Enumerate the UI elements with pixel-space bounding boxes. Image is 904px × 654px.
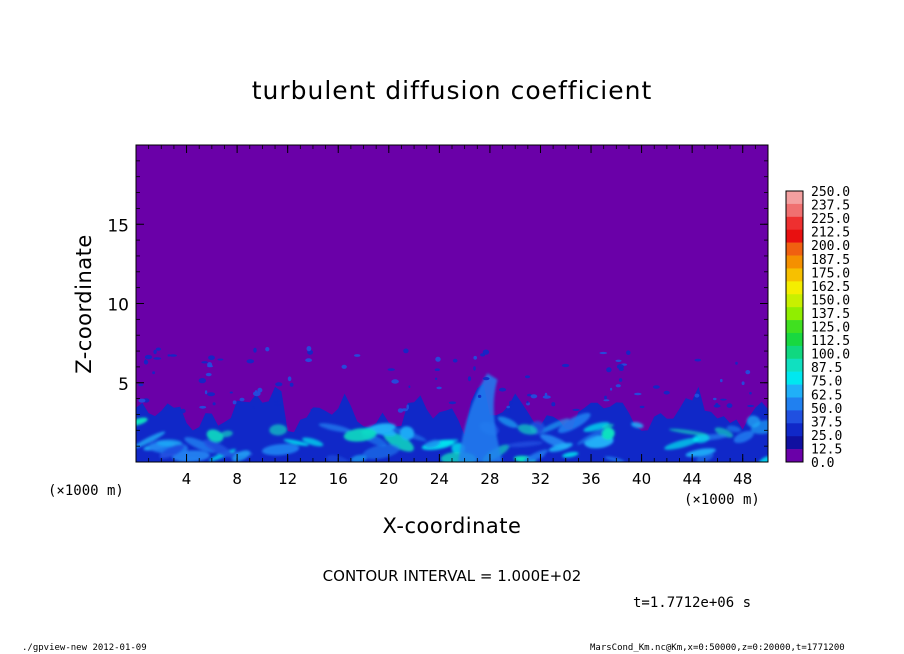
colorbar-swatch xyxy=(786,307,803,321)
heatmap-field xyxy=(136,145,768,462)
colorbar-label: 25.0 xyxy=(811,429,842,444)
y-axis-ticks: 5 10 15 xyxy=(107,160,768,447)
time-label: t=1.7712e+06 s xyxy=(633,595,752,611)
colorbar-swatch xyxy=(786,397,803,411)
colorbar-swatch xyxy=(786,216,803,231)
colorbar-label: 250.0 xyxy=(811,185,850,200)
x-tick-label: 24 xyxy=(430,470,449,488)
colorbar-swatch xyxy=(786,423,803,437)
colorbar-swatch xyxy=(786,358,803,372)
colorbar-swatch xyxy=(786,203,803,218)
colorbar-label: 100.0 xyxy=(811,348,850,363)
x-tick-label: 36 xyxy=(581,470,600,488)
colorbar-label: 87.5 xyxy=(811,361,842,376)
colorbar-label: 187.5 xyxy=(811,253,850,268)
colorbar-swatch xyxy=(786,449,803,463)
colorbar-label: 125.0 xyxy=(811,321,850,336)
footer-right: MarsCond_Km.nc@Km,x=0:50000,z=0:20000,t=… xyxy=(590,643,845,653)
x-tick-label: 40 xyxy=(632,470,651,488)
x-tick-label: 32 xyxy=(531,470,550,488)
x-tick-label: 48 xyxy=(733,470,752,488)
x-axis-label: X-coordinate xyxy=(382,514,522,538)
colorbar-label: 150.0 xyxy=(811,293,850,308)
colorbar-swatch xyxy=(786,229,803,243)
colorbar-swatch xyxy=(786,332,803,347)
colorbar-swatch xyxy=(786,345,803,360)
colorbar-label: 37.5 xyxy=(811,415,842,430)
x-tick-label: 12 xyxy=(278,470,297,488)
colorbar-label: 162.5 xyxy=(811,280,850,295)
colorbar-label: 0.0 xyxy=(811,456,834,471)
x-axis-ticks: 4 8 12 16 20 24 28 32 36 40 44 48 xyxy=(148,145,756,488)
y-tick-label: 10 xyxy=(107,296,129,316)
y-tick-label: 5 xyxy=(118,375,129,395)
colorbar-swatch xyxy=(786,410,803,424)
plume xyxy=(458,373,503,462)
colorbar-label: 112.5 xyxy=(811,334,850,349)
x-tick-label: 44 xyxy=(683,470,702,488)
colorbar-label: 12.5 xyxy=(811,442,842,457)
x-tick-label: 20 xyxy=(379,470,398,488)
colorbar-label: 75.0 xyxy=(811,375,842,390)
footer-left: ./gpview-new 2012-01-09 xyxy=(22,643,147,653)
colorbar-label: 137.5 xyxy=(811,307,850,322)
colorbar-swatch xyxy=(786,371,803,385)
contour-interval-label: CONTOUR INTERVAL = 1.000E+02 xyxy=(322,567,582,585)
colorbar-swatch xyxy=(786,255,803,269)
y-tick-label: 15 xyxy=(107,216,129,236)
colorbar-swatch xyxy=(786,281,803,295)
colorbar-swatch xyxy=(786,384,803,398)
colorbar-label: 225.0 xyxy=(811,212,850,227)
scattered-eddies xyxy=(138,346,763,414)
y-axis-label: Z-coordinate xyxy=(72,234,96,374)
x-tick-label: 16 xyxy=(329,470,348,488)
colorbar-label: 212.5 xyxy=(811,226,850,241)
colorbar-swatch xyxy=(786,436,803,450)
x-unit-label-right: (×1000 m) xyxy=(684,492,760,508)
colorbar-label: 175.0 xyxy=(811,266,850,281)
x-tick-label: 28 xyxy=(480,470,499,488)
colorbar-swatch xyxy=(786,320,803,334)
colorbar-label: 50.0 xyxy=(811,402,842,417)
colorbar-swatch xyxy=(786,294,803,308)
chart-title: turbulent diffusion coefficient xyxy=(251,76,653,105)
colorbar-label: 62.5 xyxy=(811,388,842,403)
colorbar: 250.0237.5225.0212.5200.0187.5175.0162.5… xyxy=(785,185,850,471)
colorbar-swatch xyxy=(786,242,803,256)
colorbar-label: 237.5 xyxy=(811,199,850,214)
x-tick-label: 4 xyxy=(182,470,192,488)
x-unit-label-left: (×1000 m) xyxy=(48,483,124,499)
colorbar-swatch xyxy=(786,191,803,205)
colorbar-label: 200.0 xyxy=(811,239,850,254)
colorbar-swatch xyxy=(786,268,803,282)
colorbar-frame xyxy=(785,190,804,463)
x-tick-label: 8 xyxy=(232,470,242,488)
